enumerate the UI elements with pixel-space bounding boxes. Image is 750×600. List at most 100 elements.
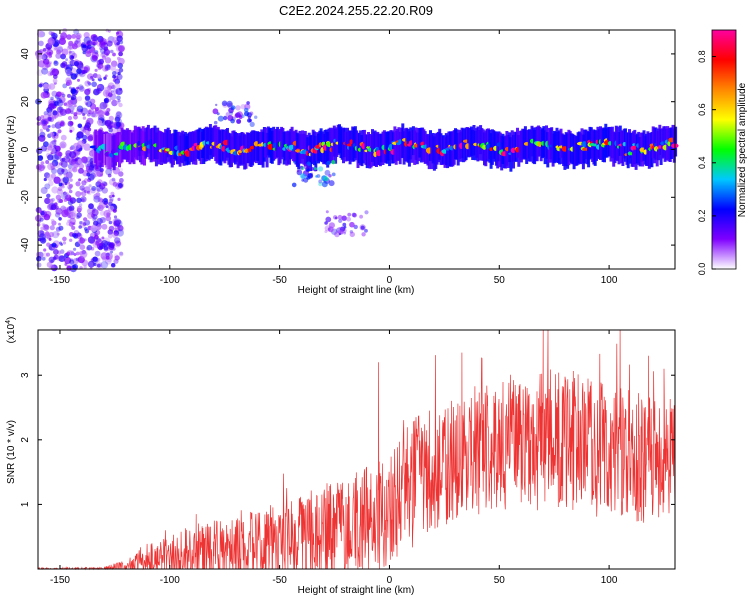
spectrogram-cell <box>101 236 105 240</box>
spectrogram-cell <box>108 178 116 186</box>
spectrogram-cell <box>51 242 57 248</box>
spectrogram-cell <box>88 164 95 171</box>
spectrogram-cell <box>56 232 60 236</box>
spectrogram-cell <box>94 107 99 112</box>
spectrogram-x-tick-label: 100 <box>601 275 618 286</box>
spectrogram-cell <box>39 118 48 127</box>
spectrogram-cell <box>115 45 123 52</box>
spectrogram-x-label: Height of straight line (km) <box>298 285 415 296</box>
spectrogram-cell <box>44 62 51 68</box>
spectrogram-cells <box>35 28 679 273</box>
spectrogram-cell <box>70 258 74 262</box>
spectrogram-cell <box>94 68 98 72</box>
spectrogram-cell <box>99 38 107 46</box>
spectrogram-cell <box>72 264 77 269</box>
spectrogram-cell <box>53 100 60 107</box>
spectrogram-cell <box>99 217 106 224</box>
spectrogram-cell <box>58 255 66 262</box>
spectrogram-cell <box>59 241 62 245</box>
spectrogram-cell <box>62 236 67 242</box>
spectrogram-cell <box>343 231 346 235</box>
spectrogram-cell <box>80 196 87 203</box>
spectrogram-cell <box>46 174 54 181</box>
spectrogram-cell <box>324 169 331 176</box>
spectrogram-cell <box>116 110 122 117</box>
spectrogram-cell <box>97 204 104 212</box>
spectrogram-cell <box>334 216 338 220</box>
spectrogram-cell <box>118 102 123 108</box>
figure-title: C2E2.2024.255.22.20.R09 <box>279 3 433 18</box>
spectrogram-cell <box>87 135 94 142</box>
spectrogram-cell <box>40 118 49 126</box>
spectrogram-cell <box>88 208 91 212</box>
spectrogram-cell <box>102 198 109 205</box>
spectrogram-cell <box>75 251 80 256</box>
spectrogram-cell <box>325 216 332 223</box>
spectrogram-cell <box>66 264 72 270</box>
spectrogram-cell <box>76 131 84 139</box>
spectrogram-cell <box>82 129 87 133</box>
snr-multiplier-close: ) <box>6 317 17 320</box>
spectrogram-cell <box>60 134 67 141</box>
snr-x-tick-label: 100 <box>601 575 618 586</box>
spectrogram-cell <box>69 86 72 90</box>
spectrogram-cell <box>51 90 58 97</box>
spectrogram-cell <box>42 48 47 52</box>
spectrogram-cell <box>52 135 56 139</box>
spectrogram-cell <box>39 131 46 138</box>
spectrogram-cell <box>117 62 123 69</box>
spectrogram-cell <box>107 82 115 90</box>
spectrogram-cell <box>349 139 354 145</box>
spectrogram-cell <box>83 143 91 151</box>
spectrogram-cell <box>359 214 363 219</box>
snr-multiplier: (x104) <box>5 317 17 344</box>
spectrogram-cell <box>67 219 71 223</box>
spectrogram-cell <box>108 225 115 232</box>
spectrogram-cell <box>72 160 80 168</box>
spectrogram-cell <box>43 83 49 90</box>
spectrogram-cell <box>117 71 121 76</box>
spectrogram-cell <box>110 250 114 254</box>
spectrogram-cell <box>111 99 118 107</box>
spectrogram-cell <box>58 217 62 221</box>
spectrogram-cell <box>61 48 69 56</box>
spectrogram-cell <box>114 116 121 123</box>
snr-x-tick-label: 0 <box>387 575 393 586</box>
spectrogram-cell <box>76 232 83 239</box>
spectrogram-cell <box>90 112 96 118</box>
spectrogram-cell <box>315 175 318 178</box>
spectrogram-cell <box>89 172 96 179</box>
spectrogram-cell <box>75 34 81 40</box>
spectrogram-cell <box>84 102 89 106</box>
spectrogram-cell <box>93 195 101 203</box>
spectrogram-cell <box>69 55 74 60</box>
spectrogram-cell <box>66 221 71 226</box>
spectrogram-cell <box>48 202 56 210</box>
spectrogram-cell <box>70 73 78 80</box>
spectrogram-cell <box>38 83 43 88</box>
spectrogram-cell <box>44 183 51 190</box>
spectrogram-cell <box>101 223 108 230</box>
spectrogram-cell <box>226 100 233 107</box>
spectrogram-cell <box>364 210 369 215</box>
spectrogram-cell <box>75 181 81 187</box>
spectrogram-cell <box>115 121 122 128</box>
colorbar: 0.0 0.2 0.4 0.6 0.8 Normalized spectral ampl… <box>697 29 748 275</box>
spectrogram-cell <box>84 122 91 129</box>
spectrogram-cell <box>66 79 73 86</box>
spectrogram-cell <box>65 150 72 157</box>
spectrogram-cell <box>41 63 49 71</box>
spectrogram-cell <box>118 67 124 73</box>
spectrogram-cell <box>91 39 98 46</box>
spectrogram-cell <box>57 186 63 192</box>
spectrogram-cell <box>88 203 94 210</box>
spectrogram-cell <box>98 183 106 190</box>
spectrogram-cell <box>79 221 83 225</box>
spectrogram-cell <box>108 242 115 249</box>
spectrogram-cell <box>86 39 93 46</box>
spectrogram-cell <box>87 190 92 196</box>
spectrogram-cell <box>249 121 255 127</box>
spectrogram-cell <box>38 238 42 242</box>
spectrogram-cell <box>68 205 75 212</box>
spectrogram-cell <box>61 185 65 189</box>
